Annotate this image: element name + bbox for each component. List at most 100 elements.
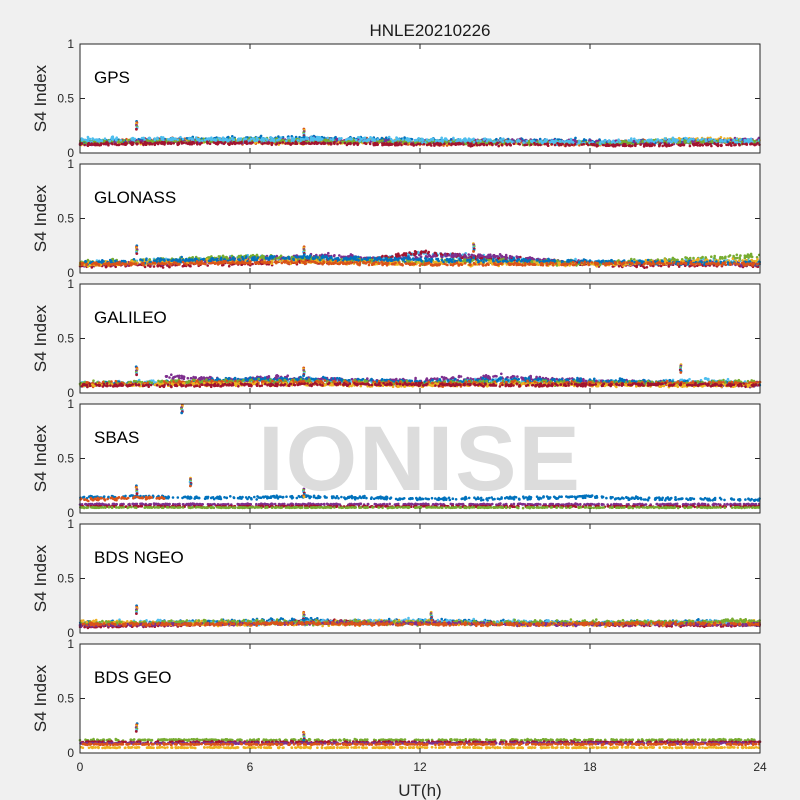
data-point	[84, 138, 88, 142]
data-point	[421, 137, 424, 141]
data-point	[190, 137, 194, 140]
data-point	[281, 141, 285, 144]
data-point	[103, 137, 107, 140]
data-point	[688, 144, 692, 148]
data-point	[525, 139, 529, 143]
data-point	[303, 142, 307, 145]
data-point	[574, 136, 577, 140]
data-point	[573, 143, 577, 146]
data-point	[557, 144, 561, 147]
data-point	[111, 142, 114, 146]
data-point	[262, 137, 265, 141]
data-point	[405, 138, 408, 141]
data-point	[508, 143, 511, 146]
data-point	[633, 137, 636, 141]
data-point	[434, 139, 438, 142]
data-point	[237, 141, 240, 145]
data-point	[623, 144, 627, 148]
data-point	[719, 136, 723, 139]
data-point	[497, 144, 501, 148]
data-point	[146, 139, 149, 142]
y-tick-label: 0.5	[57, 92, 74, 106]
data-point	[412, 144, 416, 147]
data-point	[233, 142, 237, 146]
data-point	[415, 138, 419, 142]
data-point	[459, 142, 463, 146]
data-point	[479, 143, 482, 146]
data-point	[522, 141, 525, 144]
data-point	[127, 138, 130, 142]
data-point	[550, 143, 554, 146]
data-point	[285, 139, 288, 143]
data-point	[667, 265, 671, 268]
data-point	[735, 140, 739, 144]
data-point	[616, 140, 619, 144]
data-point	[388, 142, 392, 145]
data-point	[647, 140, 651, 143]
data-point	[427, 139, 431, 143]
data-point	[335, 137, 339, 141]
data-point	[356, 143, 360, 147]
data-point	[410, 142, 414, 145]
data-point	[185, 141, 188, 145]
data-point	[139, 141, 143, 144]
data-point	[430, 137, 433, 141]
data-point	[259, 134, 263, 138]
data-point	[206, 140, 209, 143]
data-point	[338, 137, 342, 141]
data-point	[739, 138, 742, 142]
data-point	[183, 264, 186, 268]
data-point	[529, 143, 533, 146]
data-point	[692, 138, 695, 141]
data-point	[265, 137, 268, 141]
data-point	[462, 143, 465, 146]
data-point	[635, 265, 638, 269]
data-point	[245, 142, 249, 146]
data-point	[614, 144, 617, 148]
data-point	[686, 140, 690, 143]
data-point	[598, 142, 602, 146]
data-point	[629, 144, 632, 148]
data-point	[543, 142, 547, 146]
data-point	[91, 137, 94, 140]
data-point	[305, 136, 309, 139]
data-point	[414, 250, 418, 254]
data-point	[122, 138, 126, 142]
data-point	[482, 143, 486, 146]
data-point	[86, 144, 90, 147]
data-point	[443, 142, 446, 145]
data-point	[502, 137, 505, 141]
data-point	[546, 144, 550, 147]
data-point	[592, 142, 595, 146]
data-point	[336, 142, 339, 146]
data-point	[456, 138, 459, 141]
data-point	[504, 142, 508, 146]
data-point	[650, 138, 653, 142]
data-point	[569, 137, 573, 141]
data-point	[176, 142, 179, 146]
data-point	[160, 142, 163, 145]
data-point	[208, 142, 212, 146]
data-point	[375, 142, 379, 145]
data-point	[643, 144, 646, 148]
data-point	[323, 141, 326, 145]
data-point	[639, 143, 642, 146]
data-point	[710, 137, 713, 141]
data-point	[384, 143, 388, 146]
data-point	[734, 143, 737, 147]
data-point	[248, 139, 251, 142]
data-point	[630, 137, 633, 140]
data-point	[236, 139, 240, 142]
data-point	[416, 142, 420, 146]
data-point	[671, 136, 675, 140]
data-point	[483, 137, 487, 140]
data-point	[169, 142, 173, 146]
data-point	[132, 141, 135, 144]
data-point	[289, 142, 293, 146]
data-point	[735, 137, 739, 141]
data-point	[251, 262, 254, 266]
data-point	[719, 138, 722, 142]
data-point	[268, 141, 271, 144]
data-point	[684, 136, 687, 140]
data-point	[380, 136, 384, 140]
